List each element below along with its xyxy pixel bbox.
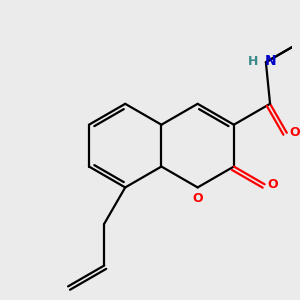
Text: O: O xyxy=(192,192,203,205)
Text: H: H xyxy=(248,55,258,68)
Text: N: N xyxy=(265,54,277,68)
Text: O: O xyxy=(268,178,278,191)
Text: O: O xyxy=(290,126,300,139)
